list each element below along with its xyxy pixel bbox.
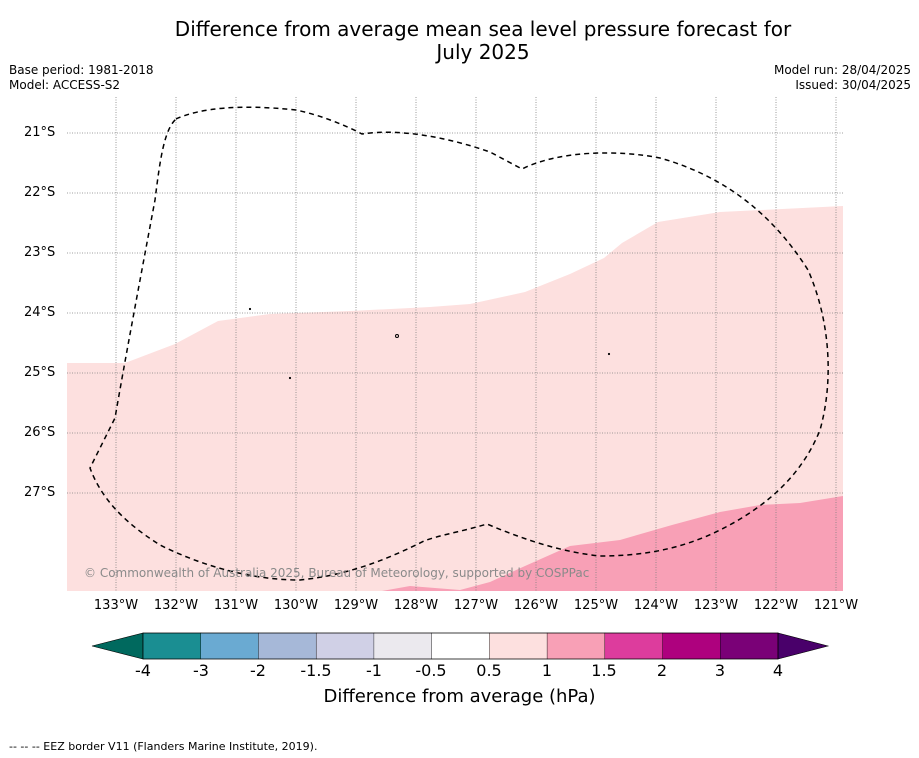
colorbar-segment (373, 632, 433, 660)
lat-label: 27°S (24, 485, 56, 500)
lon-label: 130°W (273, 598, 319, 613)
title-line-1: Difference from average mean sea level p… (174, 17, 792, 41)
lon-label: 122°W (753, 598, 799, 613)
lat-label: 24°S (24, 305, 56, 320)
colorbar-segment (315, 632, 375, 660)
colorbar-tick: -1 (366, 661, 382, 680)
colorbar-tick: 3 (714, 661, 726, 680)
lon-label: 124°W (633, 598, 679, 613)
copyright-notice: © Commonwealth of Australia 2025, Bureau… (84, 566, 590, 580)
lat-label: 21°S (24, 125, 56, 140)
lat-label: 26°S (24, 425, 56, 440)
lat-label: 23°S (24, 245, 56, 260)
colorbar-extend-low (91, 632, 144, 660)
colorbar-extend-high (777, 632, 830, 660)
colorbar-tick: 0.5 (476, 661, 502, 680)
colorbar (91, 632, 830, 660)
lon-label: 123°W (693, 598, 739, 613)
lon-label: 128°W (393, 598, 439, 613)
small-islands (248, 307, 611, 380)
lat-label: 22°S (24, 185, 56, 200)
meta-left: Base period: 1981-2018 Model: ACCESS-S2 (9, 63, 154, 93)
colorbar-tick: 4 (772, 661, 784, 680)
colorbar-tick: 1.5 (591, 661, 617, 680)
lon-label: 129°W (333, 598, 379, 613)
meta-right: Model run: 28/04/2025 Issued: 30/04/2025 (774, 63, 911, 93)
colorbar-segment (489, 632, 548, 660)
colorbar-segment (258, 632, 317, 660)
colorbar-segment (546, 632, 606, 660)
model-name: Model: ACCESS-S2 (9, 78, 121, 92)
chart-title: Difference from average mean sea level p… (0, 18, 919, 64)
colorbar-title: Difference from average (hPa) (323, 686, 596, 707)
colorbar-tick: -0.5 (415, 661, 447, 680)
colorbar-segment (200, 632, 259, 660)
lon-label: 121°W (813, 598, 859, 613)
eez-border (89, 106, 829, 581)
lon-label: 126°W (513, 598, 559, 613)
colorbar-segment (604, 632, 664, 660)
colorbar-tick: -1.5 (300, 661, 332, 680)
lon-label: 125°W (573, 598, 619, 613)
colorbar-segment (720, 632, 779, 660)
lat-label: 25°S (24, 365, 56, 380)
lon-label: 133°W (93, 598, 139, 613)
base-period: Base period: 1981-2018 (9, 63, 154, 77)
colorbar-segment (142, 632, 202, 660)
colorbar-tick: -3 (193, 661, 209, 680)
lon-label: 132°W (153, 598, 199, 613)
lon-label: 127°W (453, 598, 499, 613)
anomaly-region-light-pink (67, 206, 843, 591)
title-line-2: July 2025 (436, 40, 530, 64)
anomaly-region-pink (382, 496, 843, 591)
colorbar-segment (431, 632, 490, 660)
colorbar-tick: -2 (250, 661, 266, 680)
eez-legend: -- -- -- EEZ border V11 (Flanders Marine… (9, 740, 318, 753)
colorbar-tick: 2 (656, 661, 668, 680)
map-gridlines (67, 97, 843, 591)
colorbar-tick: 1 (541, 661, 553, 680)
model-run: Model run: 28/04/2025 (773, 63, 911, 77)
colorbar-segment (662, 632, 721, 660)
colorbar-tick: -4 (135, 661, 151, 680)
lon-label: 131°W (213, 598, 259, 613)
issued-date: Issued: 30/04/2025 (795, 78, 911, 92)
